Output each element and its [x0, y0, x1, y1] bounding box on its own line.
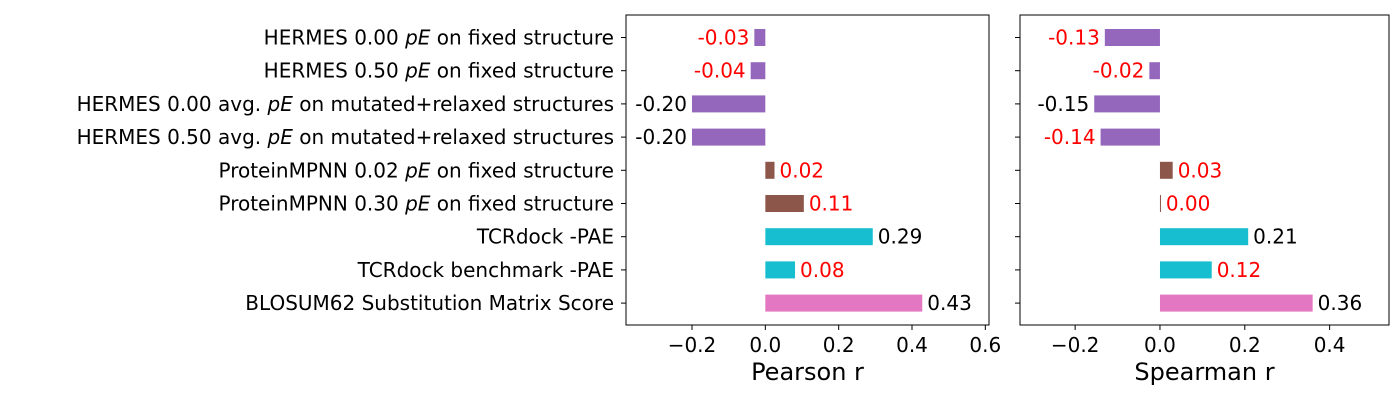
bar [1159, 228, 1249, 246]
value-label: -0.20 [635, 92, 687, 116]
category-label: HERMES 0.50 avg. pE on mutated+relaxed s… [77, 125, 614, 149]
bar [1094, 95, 1160, 113]
bar [1159, 294, 1313, 312]
x-tick-label: 0.2 [1229, 333, 1261, 357]
value-label: 0.03 [1178, 158, 1223, 182]
category-label: HERMES 0.50 pE on fixed structure [264, 59, 614, 83]
value-label: 0.12 [1217, 258, 1262, 282]
category-label: BLOSUM62 Substitution Matrix Score [245, 291, 614, 315]
x-tick-label: 0.6 [969, 333, 1001, 357]
value-label: -0.15 [1037, 92, 1089, 116]
category-label: ProteinMPNN 0.30 pE on fixed structure [218, 192, 614, 216]
value-label: -0.02 [1093, 59, 1145, 83]
bar [692, 128, 766, 146]
bar [765, 294, 923, 312]
bar [765, 261, 796, 279]
category-label: ProteinMPNN 0.02 pE on fixed structure [218, 158, 614, 182]
bar [1159, 195, 1161, 212]
bar [692, 95, 766, 113]
bar [1149, 62, 1160, 80]
x-tick-label: 0.2 [823, 333, 855, 357]
value-label: 0.11 [809, 192, 854, 216]
x-tick-label: −0.2 [1051, 333, 1100, 357]
bar [750, 62, 766, 80]
bar [765, 195, 804, 212]
x-tick-label: 0.0 [749, 333, 781, 357]
bar [765, 161, 775, 179]
value-label: -0.20 [635, 125, 687, 149]
value-label: 0.08 [800, 258, 845, 282]
value-label: 0.43 [927, 291, 972, 315]
x-tick-label: 0.4 [896, 333, 928, 357]
x-tick-label: 0.4 [1314, 333, 1346, 357]
value-label: 0.29 [878, 225, 923, 249]
x-axis-label: Pearson r [751, 358, 864, 386]
category-label: TCRdock benchmark -PAE [357, 258, 614, 282]
axes-frame [1019, 14, 1390, 326]
value-label: 0.36 [1318, 291, 1363, 315]
value-label: 0.21 [1253, 225, 1298, 249]
value-label: 0.00 [1166, 192, 1211, 216]
category-label: HERMES 0.00 pE on fixed structure [264, 26, 614, 50]
value-label: -0.14 [1044, 125, 1096, 149]
category-label: TCRdock -PAE [476, 225, 614, 249]
bar [1104, 29, 1160, 46]
bar [1100, 128, 1160, 146]
axes-frame [625, 14, 990, 326]
value-label: -0.04 [694, 59, 746, 83]
category-label: HERMES 0.00 avg. pE on mutated+relaxed s… [77, 92, 614, 116]
value-label: 0.02 [780, 158, 825, 182]
x-tick-label: −0.2 [668, 333, 717, 357]
bar [1159, 261, 1212, 279]
bar [1159, 161, 1173, 179]
value-label: -0.03 [698, 26, 750, 50]
x-axis-label: Spearman r [1134, 358, 1274, 386]
bar [765, 228, 873, 246]
bar [754, 29, 766, 46]
x-tick-label: 0.0 [1144, 333, 1176, 357]
value-label: -0.13 [1048, 26, 1100, 50]
